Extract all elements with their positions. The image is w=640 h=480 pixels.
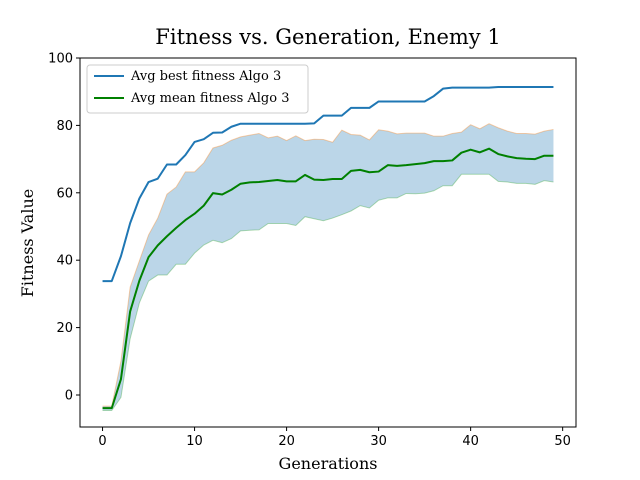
x-tick-label: 10 [186,434,203,449]
y-tick-label: 0 [65,388,73,403]
y-tick-label: 100 [48,52,73,67]
y-axis: 0 20 40 60 80 100 [48,52,80,403]
x-tick-label: 0 [98,434,106,449]
legend: Avg best fitness Algo 3 Avg mean fitness… [86,64,309,114]
x-tick-label: 20 [278,434,295,449]
series-layer [102,85,554,410]
legend-label-mean: Avg mean fitness Algo 3 [130,91,289,106]
y-tick-label: 60 [56,186,73,201]
x-tick-label: 40 [462,434,479,449]
x-tick-label: 50 [554,434,571,449]
x-axis-label: Generations [279,454,378,473]
series-line-best [102,85,554,283]
std-band [102,123,554,411]
x-tick-label: 30 [370,434,387,449]
y-tick-label: 40 [56,254,73,269]
plot-frame [79,57,577,428]
legend-box [86,64,309,114]
legend-label-best: Avg best fitness Algo 3 [130,69,281,84]
series-line-mean [102,147,554,410]
chart-title: Fitness vs. Generation, Enemy 1 [155,25,500,49]
y-tick-label: 80 [56,119,73,134]
std-band-lower-edge [102,173,554,411]
x-axis: 0 10 20 30 40 50 [98,427,571,449]
std-band-upper-edge [102,123,554,407]
y-tick-label: 20 [56,321,73,336]
y-axis-label: Fitness Value [18,189,37,297]
band-layer [102,123,554,411]
